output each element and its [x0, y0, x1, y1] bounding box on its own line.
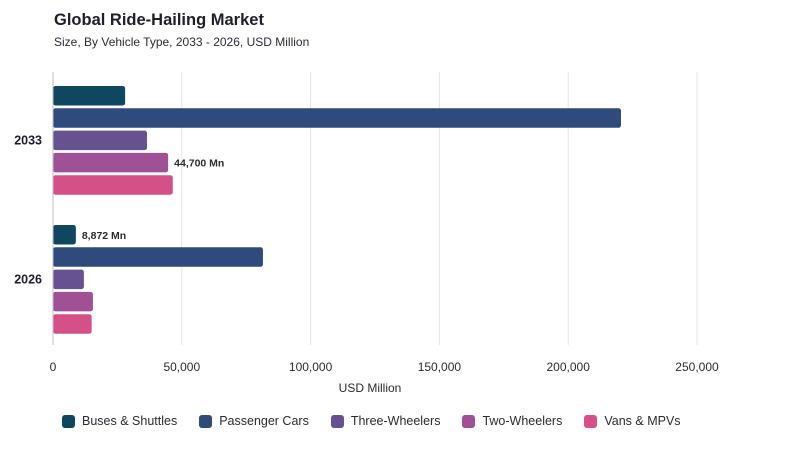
bar-2033-vans-mpvs	[53, 175, 173, 195]
chart-legend: Buses & Shuttles Passenger Cars Three-Whee…	[62, 414, 703, 428]
category-label: 2026	[14, 272, 42, 286]
bar-2033-passenger-cars	[53, 108, 622, 128]
legend-swatch	[330, 414, 344, 428]
x-tick-label: 0	[50, 360, 57, 374]
bar-2026-two-wheelers	[53, 291, 93, 312]
bar-2033-two-wheelers	[53, 152, 169, 173]
legend-item: Two-Wheelers	[462, 414, 562, 428]
x-tick-label: 100,000	[289, 360, 333, 374]
x-axis-title: USD Million	[339, 381, 402, 395]
legend-label: Passenger Cars	[219, 414, 309, 428]
x-tick-label: 50,000	[163, 360, 200, 374]
bar-2026-buses-shuttles	[53, 225, 76, 245]
bar-2033-three-wheelers	[53, 130, 148, 151]
bar-2033-buses-shuttles	[53, 86, 126, 106]
bar-2026-passenger-cars	[53, 247, 263, 267]
bar-2026-three-wheelers	[53, 269, 84, 290]
legend-swatch	[584, 414, 598, 428]
legend-swatch	[62, 414, 75, 428]
legend-label: Two-Wheelers	[482, 414, 563, 428]
legend-item: Vans & MPVs	[584, 414, 681, 428]
legend-label: Vans & MPVs	[604, 414, 681, 428]
bar-2026-vans-mpvs	[53, 314, 92, 334]
legend-label: Buses & Shuttles	[82, 414, 178, 428]
chart-title: Global Ride-Hailing Market	[54, 11, 264, 29]
legend-item: Buses & Shuttles	[62, 414, 177, 428]
data-label: 44,700 Mn	[174, 158, 224, 170]
legend-label: Three-Wheelers	[350, 414, 441, 428]
legend-swatch	[462, 414, 476, 428]
category-label: 2033	[14, 133, 42, 147]
x-tick-label: 200,000	[547, 360, 591, 374]
legend-item: Passenger Cars	[199, 414, 309, 428]
chart-subtitle: Size, By Vehicle Type, 2033 - 2026, USD …	[54, 35, 310, 49]
legend-item: Three-Wheelers	[330, 414, 441, 428]
data-label: 8,872 Mn	[82, 230, 126, 242]
x-tick-label: 250,000	[675, 360, 719, 374]
bar-chart: 2033 2026 44,700 Mn 8,872 Mn 0 50,000 100,000 1…	[14, 72, 719, 395]
x-tick-label: 150,000	[418, 360, 462, 374]
legend-swatch	[199, 414, 213, 428]
